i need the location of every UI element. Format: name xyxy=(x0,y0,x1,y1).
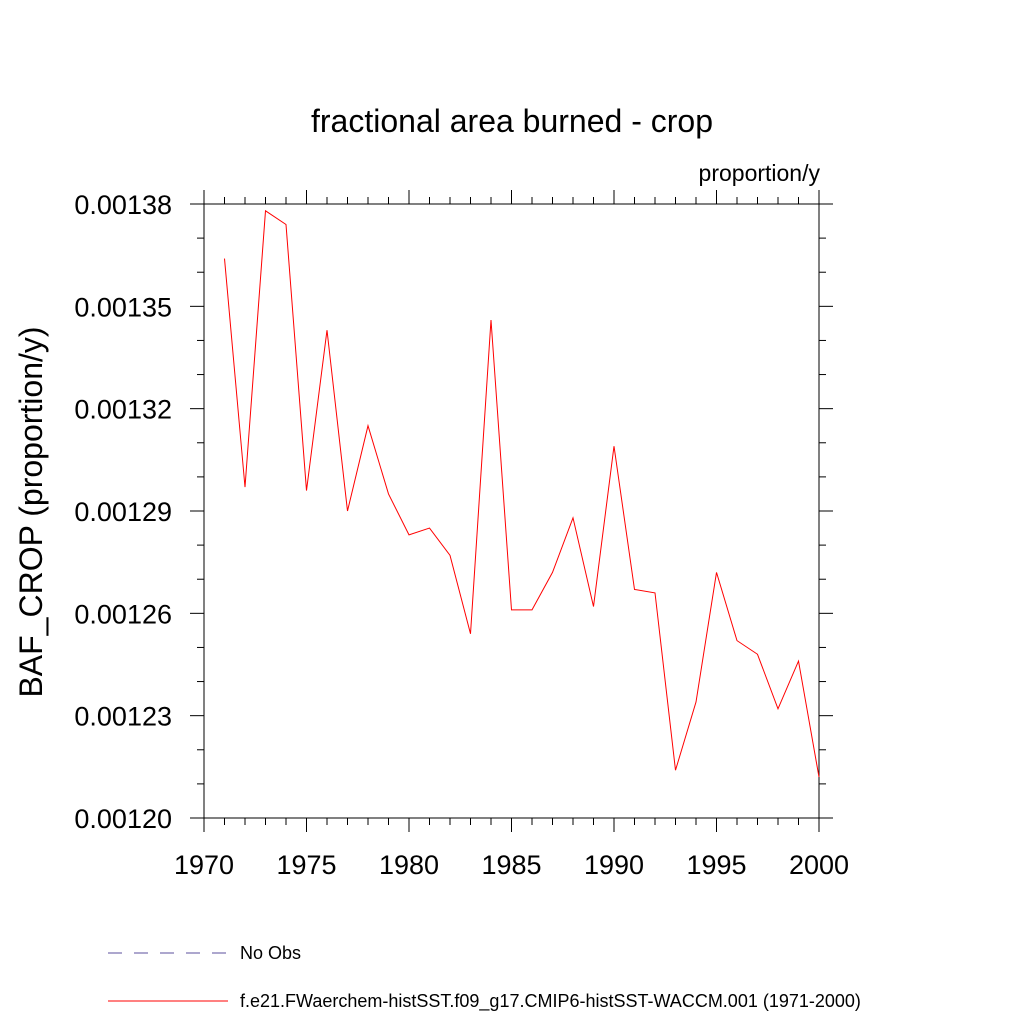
x-tick-label: 1975 xyxy=(276,850,336,880)
y-axis-ticks xyxy=(190,203,833,819)
plot-frame xyxy=(203,203,820,819)
plot-border xyxy=(203,203,820,819)
y-tick-label: 0.00135 xyxy=(74,292,172,322)
x-tick-label: 1970 xyxy=(174,850,234,880)
legend: No Obs f.e21.FWaerchem-histSST.f09_g17.CM… xyxy=(108,943,861,1012)
legend-label-1: f.e21.FWaerchem-histSST.f09_g17.CMIP6-hi… xyxy=(240,991,861,1012)
x-axis-ticks xyxy=(203,190,820,832)
series-group xyxy=(224,209,820,778)
x-tick-label: 1985 xyxy=(481,850,541,880)
y-tick-label: 0.00129 xyxy=(74,497,172,527)
units-label: proportion/y xyxy=(699,160,821,186)
y-tick-label: 0.00132 xyxy=(74,395,172,425)
y-axis-tick-labels: 0.00120 0.00123 0.00126 0.00129 0.00132 0.001… xyxy=(74,190,172,834)
legend-label-0: No Obs xyxy=(240,943,301,963)
y-axis-label: BAF_CROP (proportion/y) xyxy=(13,326,49,697)
x-tick-label: 2000 xyxy=(789,850,849,880)
y-tick-label: 0.00123 xyxy=(74,702,172,732)
y-tick-label: 0.00126 xyxy=(74,599,172,629)
x-axis-tick-labels: 1970 1975 1980 1985 1990 1995 2000 xyxy=(174,850,849,880)
x-tick-label: 1995 xyxy=(686,850,746,880)
x-tick-label: 1990 xyxy=(584,850,644,880)
y-tick-label: 0.00120 xyxy=(74,804,172,834)
series-line-0 xyxy=(224,209,820,778)
chart-title: fractional area burned - crop xyxy=(311,103,713,139)
y-tick-label: 0.00138 xyxy=(74,190,172,220)
x-tick-label: 1980 xyxy=(379,850,439,880)
